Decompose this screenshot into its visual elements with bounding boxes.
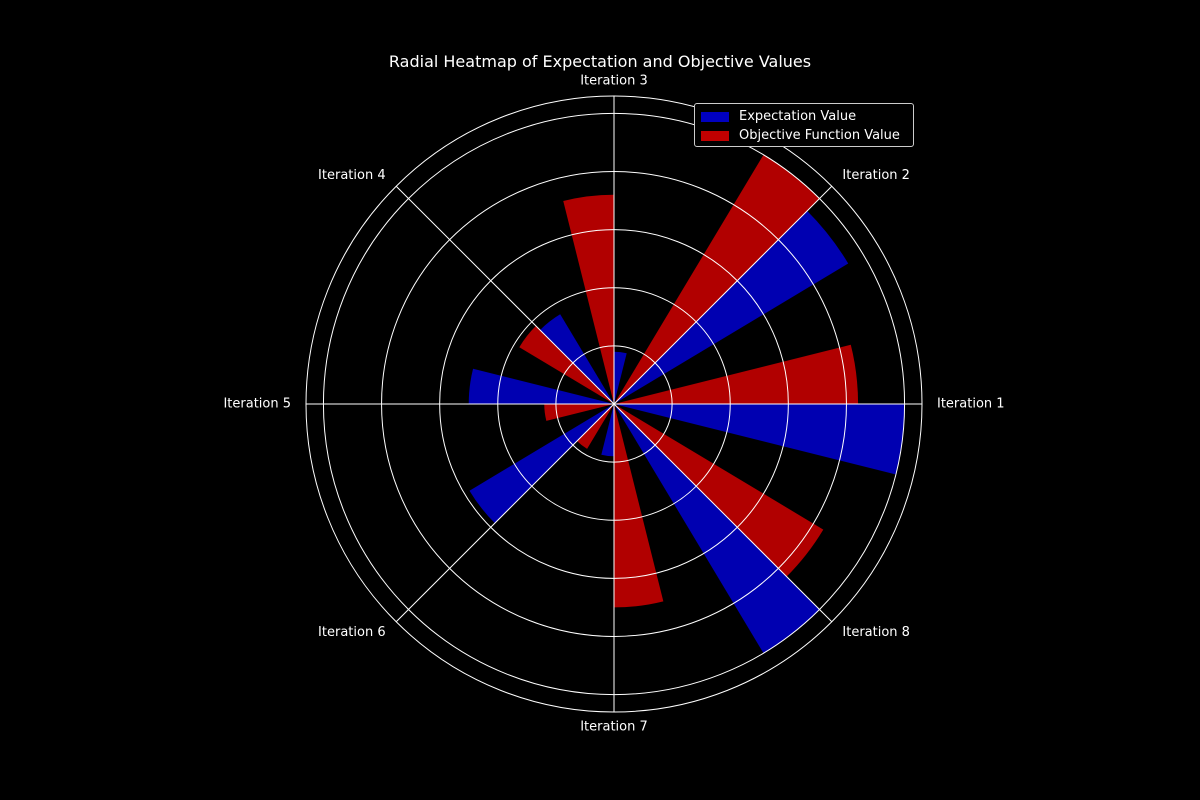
expectation-bar-7 — [601, 404, 614, 457]
angular-gridline-4 — [395, 185, 615, 405]
bar-layer — [468, 154, 905, 654]
tick-label-iteration-3: Iteration 3 — [580, 74, 648, 89]
angular-gridline-2 — [613, 185, 833, 405]
objective-bar-5 — [544, 404, 614, 421]
legend-item-expectation: Expectation Value — [701, 107, 907, 126]
legend: Expectation Value Objective Function Val… — [694, 103, 914, 147]
polar-grid — [305, 95, 923, 713]
tick-label-iteration-6: Iteration 6 — [318, 625, 386, 640]
objective-bar-8 — [614, 404, 824, 577]
tick-label-iteration-2: Iteration 2 — [842, 168, 910, 183]
legend-item-objective: Objective Function Value — [701, 126, 907, 145]
expectation-bar-8 — [614, 404, 820, 654]
legend-swatch-expectation — [701, 111, 729, 122]
tick-label-iteration-8: Iteration 8 — [842, 625, 910, 640]
tick-label-iteration-7: Iteration 7 — [580, 720, 648, 735]
objective-bar-7 — [614, 404, 664, 608]
objective-bar-1 — [614, 344, 859, 404]
tick-label-iteration-5: Iteration 5 — [223, 397, 291, 412]
objective-bar-2 — [614, 154, 820, 404]
legend-label-objective: Objective Function Value — [739, 128, 900, 143]
objective-bar-4 — [519, 325, 614, 404]
expectation-bar-2 — [614, 210, 849, 404]
legend-label-expectation: Expectation Value — [739, 109, 857, 124]
expectation-bar-3 — [614, 351, 627, 404]
tick-label-iteration-4: Iteration 4 — [318, 168, 386, 183]
legend-swatch-objective — [701, 130, 729, 141]
tick-labels: Iteration 1 Iteration 2 Iteration 3 Iterati… — [223, 74, 1004, 735]
chart-title: Radial Heatmap of Expectation and Object… — [388, 52, 812, 71]
tick-label-iteration-1: Iteration 1 — [937, 397, 1005, 412]
angular-gridline-8 — [613, 403, 833, 623]
objective-bar-6 — [577, 404, 614, 449]
angular-gridline-6 — [395, 403, 615, 623]
objective-bar-3 — [563, 194, 614, 404]
expectation-bar-1 — [614, 404, 905, 475]
expectation-bar-6 — [469, 404, 614, 524]
expectation-bar-5 — [468, 368, 614, 404]
